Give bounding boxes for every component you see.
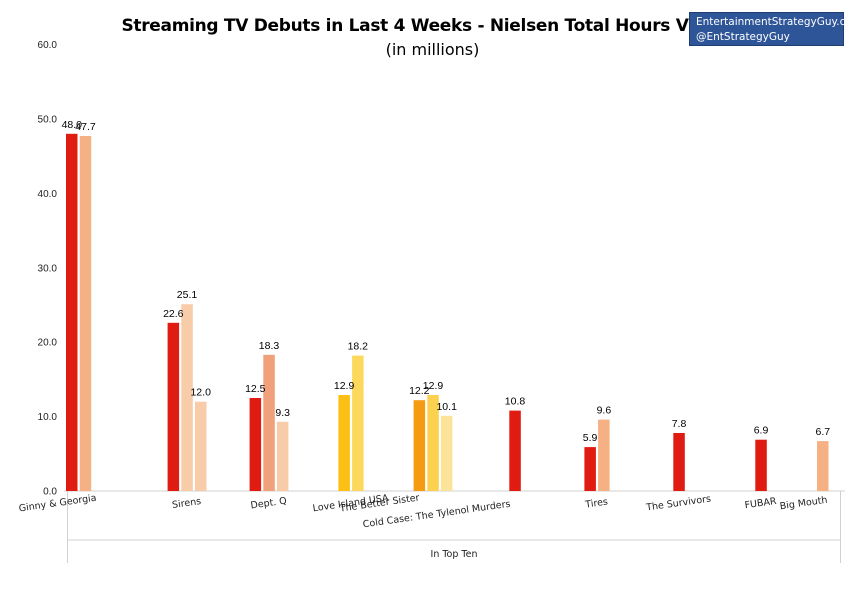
- chart-title: Streaming TV Debuts in Last 4 Weeks - Ni…: [121, 16, 744, 36]
- bar: [598, 419, 610, 491]
- category-label: Dept. Q: [250, 496, 288, 512]
- category-label: Tires: [584, 496, 609, 510]
- bar: [584, 447, 596, 491]
- bar: [263, 354, 275, 491]
- data-label: 12.9: [423, 380, 444, 392]
- data-label: 5.9: [583, 432, 598, 444]
- y-tick-label: 0.0: [43, 487, 57, 498]
- data-label: 12.5: [245, 383, 266, 395]
- axis-layer: 0.0 10.0 20.0 30.0 40.0 50.0 60.0 In Top Ten: [38, 40, 845, 563]
- data-label: 6.9: [754, 425, 769, 437]
- bar: [195, 401, 207, 491]
- y-tick-label: 60.0: [38, 40, 58, 51]
- bar: [352, 355, 364, 491]
- category-label: Ginny & Georgia: [18, 493, 97, 515]
- data-label: 9.3: [275, 407, 290, 419]
- brand-handle: @EntStrategyGuy: [696, 31, 790, 43]
- data-label: 47.7: [75, 121, 96, 133]
- bar: [673, 433, 685, 491]
- data-label: 48.0: [62, 119, 83, 131]
- data-label: 22.6: [163, 308, 184, 320]
- data-label: 12.0: [190, 387, 211, 399]
- data-label: 18.2: [348, 341, 369, 353]
- y-tick-label: 10.0: [38, 412, 58, 423]
- bar: [167, 322, 180, 491]
- chart-subtitle: (in millions): [385, 40, 480, 59]
- data-label: 12.2: [409, 385, 430, 397]
- bar: [440, 415, 453, 491]
- group-label: In Top Ten: [431, 549, 478, 560]
- bar: [181, 304, 193, 491]
- y-tick-label: 50.0: [38, 114, 58, 125]
- bar: [755, 439, 767, 491]
- category-label: Big Mouth: [779, 495, 828, 513]
- data-label: 10.1: [436, 401, 457, 413]
- bar: [276, 421, 289, 491]
- bar: [817, 441, 829, 491]
- data-label: 6.7: [815, 426, 830, 438]
- y-tick-label: 20.0: [38, 338, 58, 349]
- data-label: 12.9: [334, 380, 355, 392]
- bar: [338, 395, 350, 491]
- bars-layer: [66, 133, 829, 492]
- bar: [66, 133, 78, 492]
- y-tick-label: 30.0: [38, 263, 58, 274]
- bar: [249, 398, 262, 491]
- data-label: 10.8: [505, 396, 526, 408]
- data-label: 9.6: [597, 405, 612, 417]
- category-label: FUBAR: [744, 496, 778, 511]
- data-label: 25.1: [177, 289, 198, 301]
- data-label: 7.8: [672, 418, 687, 430]
- data-label: 18.3: [259, 340, 280, 352]
- bar: [509, 410, 521, 491]
- category-label: Sirens: [171, 496, 201, 511]
- category-label: The Survivors: [645, 494, 712, 514]
- bar: [413, 400, 426, 491]
- y-tick-label: 40.0: [38, 189, 58, 200]
- bar: [79, 136, 92, 491]
- brand-box: EntertainmentStrategyGuy.com @EntStrateg…: [689, 12, 863, 46]
- bar: [427, 395, 439, 491]
- brand-website: EntertainmentStrategyGuy.com: [696, 16, 863, 28]
